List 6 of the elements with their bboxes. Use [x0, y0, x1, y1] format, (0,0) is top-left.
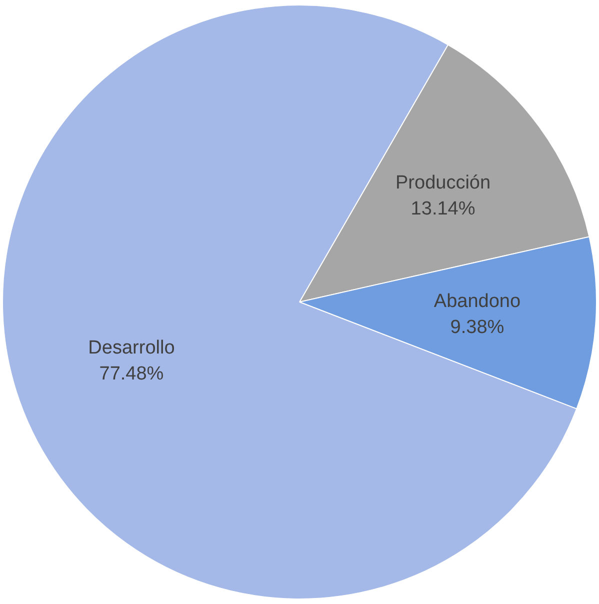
data-label: 9.38% [450, 317, 504, 338]
data-label: 13.14% [410, 198, 476, 220]
data-label: 77.48% [99, 364, 164, 385]
slice-label: Abandono [434, 291, 521, 312]
slice-label: Desarrollo [88, 338, 175, 359]
slice-label: Producción [395, 172, 491, 194]
